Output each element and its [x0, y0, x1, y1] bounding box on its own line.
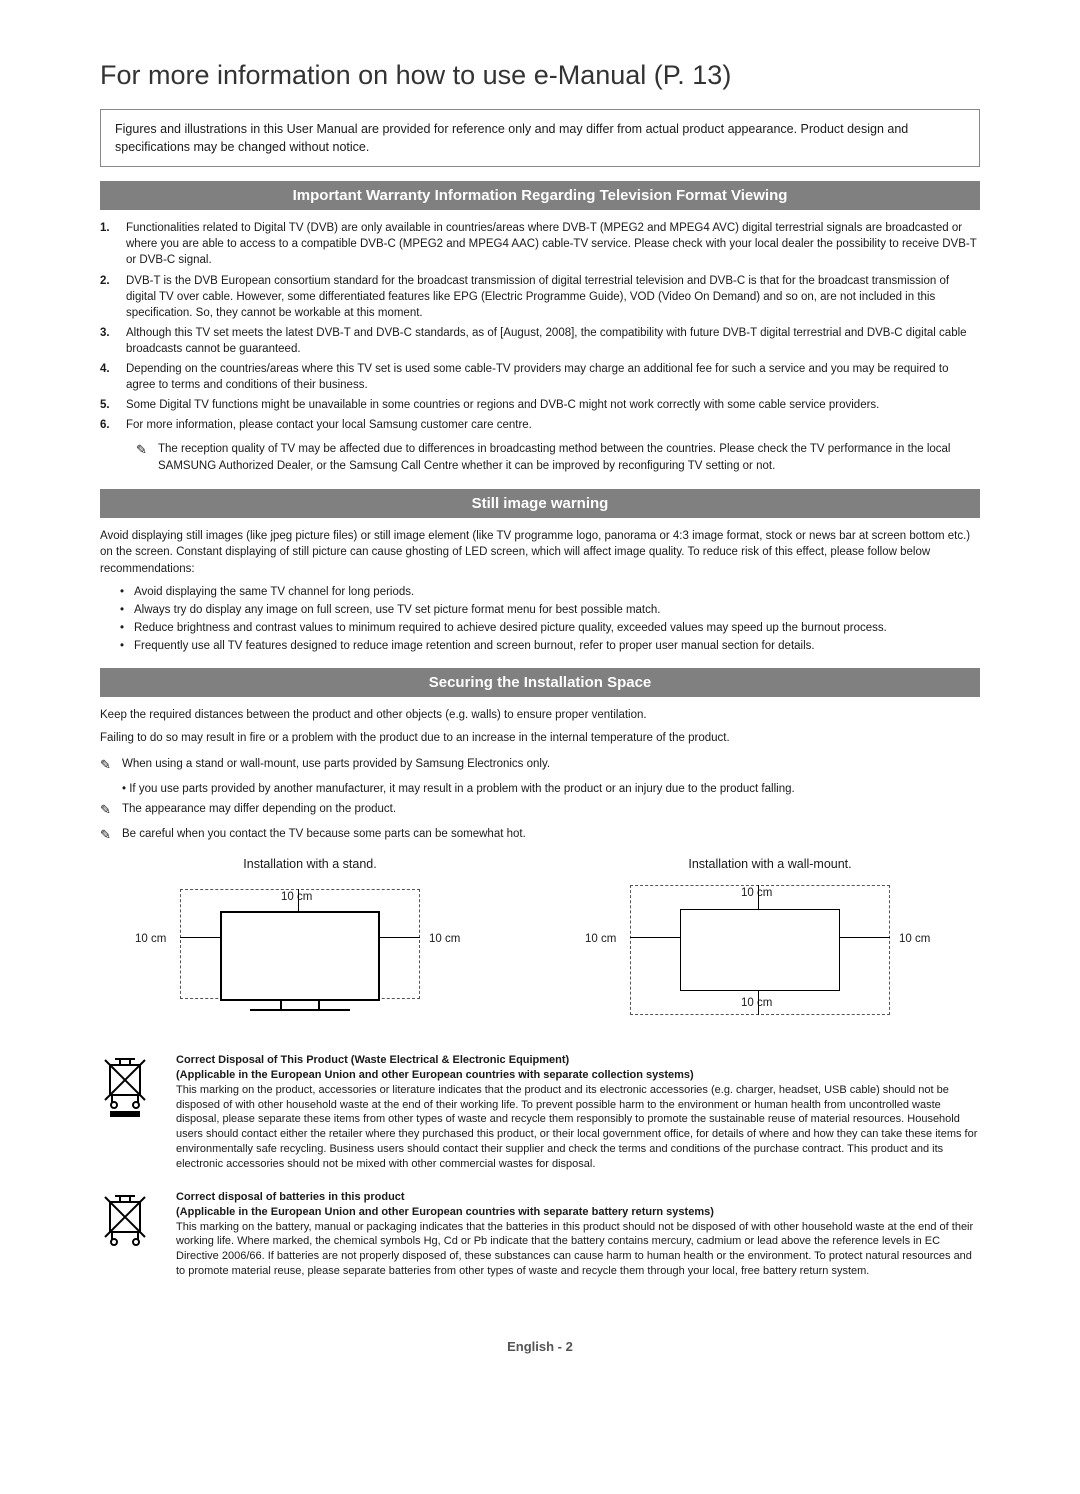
install-stand-col: Installation with a stand. 10 cm 10 cm 1…	[100, 857, 520, 1029]
note-icon: ✎	[100, 826, 122, 845]
disposal-product: Correct Disposal of This Product (Waste …	[100, 1053, 980, 1172]
page-footer: English - 2	[100, 1339, 980, 1354]
section-bar-still: Still image warning	[100, 489, 980, 518]
sub-bullet: • If you use parts provided by another m…	[122, 781, 980, 797]
list-item: 4.Depending on the countries/areas where…	[100, 361, 980, 393]
disposal-battery-text: Correct disposal of batteries in this pr…	[176, 1190, 980, 1279]
list-item: 6.For more information, please contact y…	[100, 417, 980, 433]
list-item: Frequently use all TV features designed …	[120, 638, 980, 654]
section-bar-install: Securing the Installation Space	[100, 668, 980, 697]
warranty-list: 1.Functionalities related to Digital TV …	[100, 220, 980, 433]
list-item: 3.Although this TV set meets the latest …	[100, 325, 980, 357]
caption-wall: Installation with a wall-mount.	[560, 857, 980, 871]
notice-box: Figures and illustrations in this User M…	[100, 109, 980, 167]
weee-icon	[100, 1053, 160, 1172]
disposal-battery: Correct disposal of batteries in this pr…	[100, 1190, 980, 1279]
note-stand-parts: ✎ When using a stand or wall-mount, use …	[100, 756, 980, 775]
note-hot: ✎ Be careful when you contact the TV bec…	[100, 826, 980, 845]
list-item: Avoid displaying the same TV channel for…	[120, 584, 980, 600]
battery-bin-icon	[100, 1190, 160, 1279]
still-bullets: Avoid displaying the same TV channel for…	[100, 584, 980, 654]
note-icon: ✎	[100, 801, 122, 820]
still-intro: Avoid displaying still images (like jpeg…	[100, 528, 980, 578]
install-diagrams: Installation with a stand. 10 cm 10 cm 1…	[100, 857, 980, 1029]
section-bar-warranty: Important Warranty Information Regarding…	[100, 181, 980, 210]
note-icon: ✎	[100, 756, 122, 775]
install-wall-col: Installation with a wall-mount. 10 cm 10…	[560, 857, 980, 1029]
list-item: Reduce brightness and contrast values to…	[120, 620, 980, 636]
list-item: Always try do display any image on full …	[120, 602, 980, 618]
disposal-product-text: Correct Disposal of This Product (Waste …	[176, 1053, 980, 1172]
note-reception: ✎ The reception quality of TV may be aff…	[136, 441, 980, 474]
install-intro2: Failing to do so may result in fire or a…	[100, 730, 980, 747]
note-appearance: ✎ The appearance may differ depending on…	[100, 801, 980, 820]
install-intro1: Keep the required distances between the …	[100, 707, 980, 724]
diagram-stand: 10 cm 10 cm 10 cm	[100, 879, 520, 1029]
note-icon: ✎	[136, 441, 158, 474]
list-item: 1.Functionalities related to Digital TV …	[100, 220, 980, 268]
page-title: For more information on how to use e-Man…	[100, 60, 980, 91]
list-item: 2.DVB-T is the DVB European consortium s…	[100, 273, 980, 321]
caption-stand: Installation with a stand.	[100, 857, 520, 871]
diagram-wall: 10 cm 10 cm 10 cm 10 cm	[560, 879, 980, 1029]
list-item: 5.Some Digital TV functions might be una…	[100, 397, 980, 413]
